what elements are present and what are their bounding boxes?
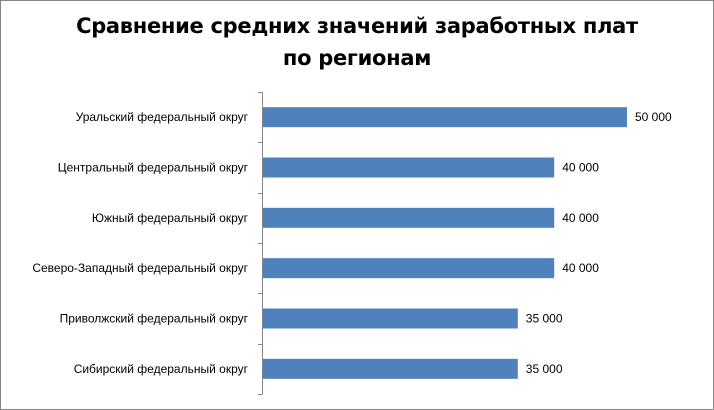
category-label: Южный федеральный округ	[92, 211, 249, 225]
chart-title-line-2: по регионам	[282, 46, 432, 70]
category-label: Сибирский федеральный округ	[74, 362, 249, 376]
chart-title: Сравнение средних значений заработных пл…	[0, 10, 714, 74]
category-label: Северо-Западный федеральный округ	[32, 261, 248, 275]
data-label: 40 000	[562, 211, 599, 225]
data-label: 50 000	[635, 110, 672, 124]
data-label: 35 000	[526, 362, 563, 376]
bar	[263, 207, 555, 228]
bar	[263, 107, 627, 128]
bar	[263, 308, 518, 329]
chart-title-line-1: Сравнение средних значений заработных пл…	[76, 14, 638, 38]
category-label: Приволжский федеральный округ	[60, 312, 249, 326]
bar	[263, 258, 555, 279]
data-label: 40 000	[562, 161, 599, 175]
bar	[263, 157, 555, 178]
category-label: Уральский федеральный округ	[76, 110, 249, 124]
bar	[263, 358, 518, 379]
category-label: Центральный федеральный округ	[58, 161, 249, 175]
data-label: 40 000	[562, 261, 599, 275]
data-label: 35 000	[526, 312, 563, 326]
